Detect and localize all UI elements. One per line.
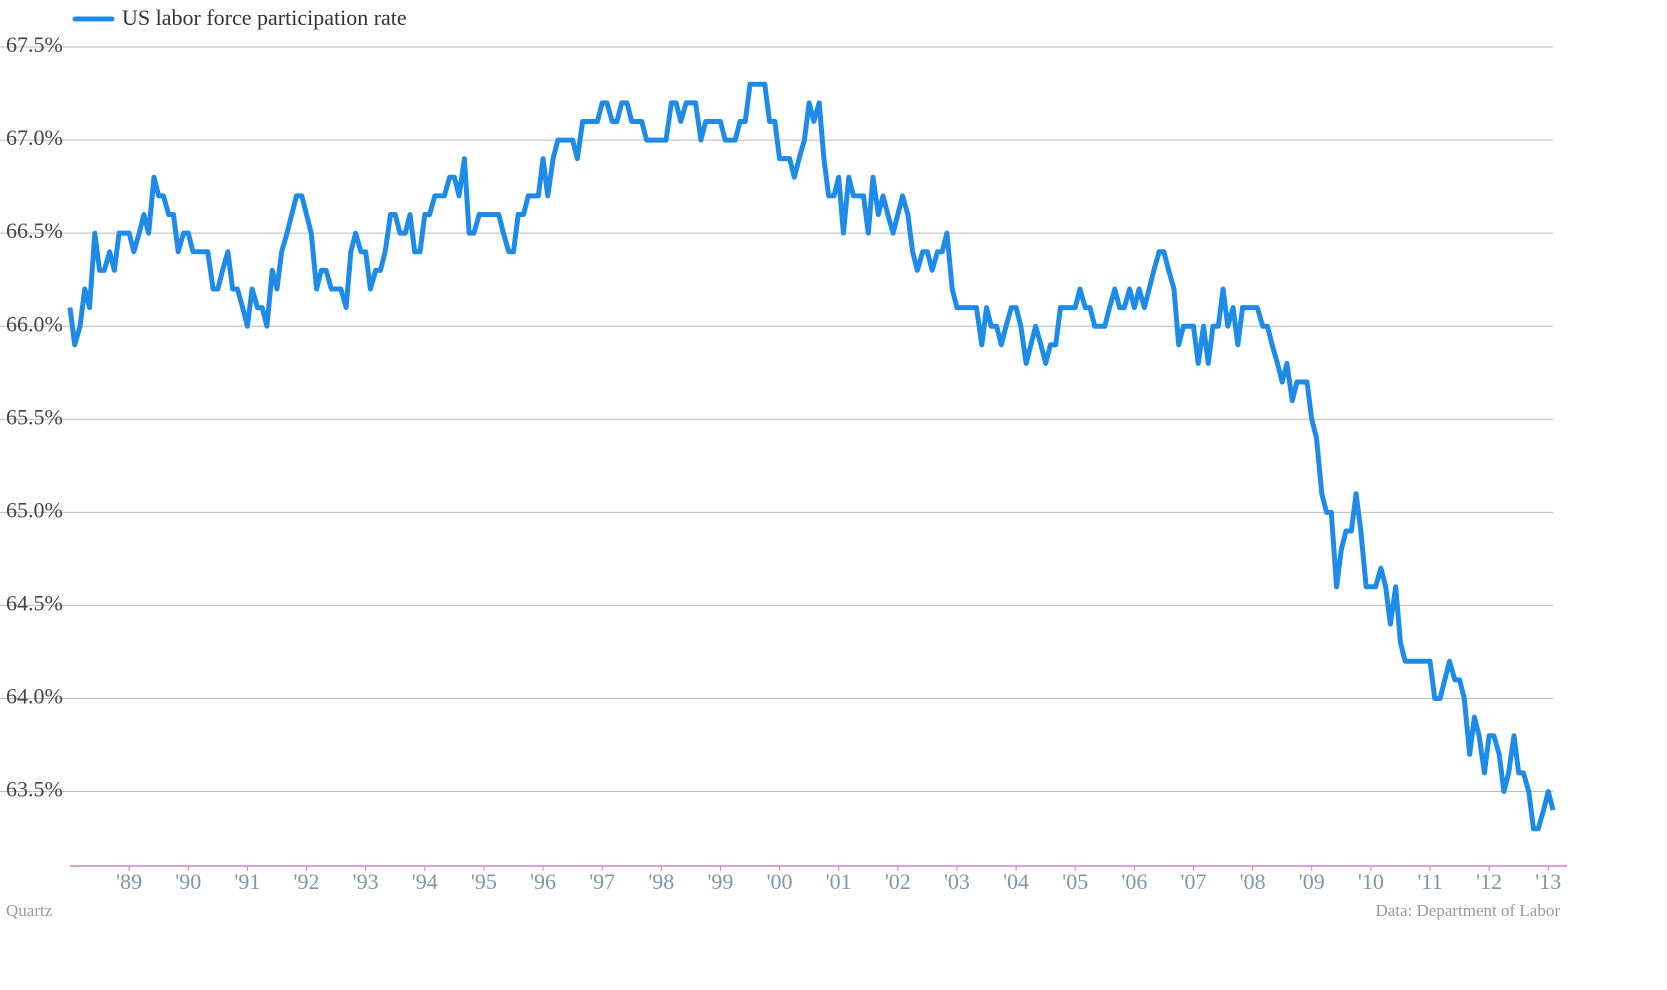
source: Data: Department of Labor [1375,901,1560,920]
x-tick-label: '00 [767,869,793,894]
x-tick-label: '98 [648,869,674,894]
x-tick-label: '09 [1299,869,1325,894]
x-tick-label: '99 [707,869,733,894]
x-tick-label: '05 [1062,869,1088,894]
y-tick-label: 64.0% [6,684,63,709]
x-tick-label: '96 [530,869,556,894]
y-tick-label: 65.5% [6,404,63,429]
y-tick-label: 67.5% [6,32,63,57]
y-tick-label: 63.5% [6,777,63,802]
x-tick-label: '01 [826,869,852,894]
x-tick-label: '08 [1240,869,1266,894]
x-tick-label: '94 [412,869,438,894]
x-tick-label: '97 [589,869,615,894]
x-tick-label: '04 [1003,869,1029,894]
x-tick-label: '90 [175,869,201,894]
x-tick-label: '11 [1417,869,1442,894]
x-tick-label: '12 [1476,869,1502,894]
x-tick-label: '95 [471,869,497,894]
legend-label: US labor force participation rate [122,5,407,30]
x-tick-label: '91 [234,869,260,894]
x-tick-label: '92 [294,869,320,894]
y-tick-label: 65.0% [6,497,63,522]
x-tick-label: '06 [1121,869,1147,894]
x-tick-label: '07 [1181,869,1207,894]
x-tick-label: '93 [353,869,379,894]
y-tick-label: 67.0% [6,125,63,150]
x-tick-label: '02 [885,869,911,894]
x-tick-label: '10 [1358,869,1384,894]
data-line [67,81,1556,832]
x-tick-label: '89 [116,869,142,894]
y-tick-label: 66.0% [6,311,63,336]
x-tick-label: '03 [944,869,970,894]
x-tick-label: '13 [1535,869,1561,894]
credit: Quartz [6,901,53,920]
y-tick-label: 66.5% [6,218,63,243]
y-tick-label: 64.5% [6,590,63,615]
